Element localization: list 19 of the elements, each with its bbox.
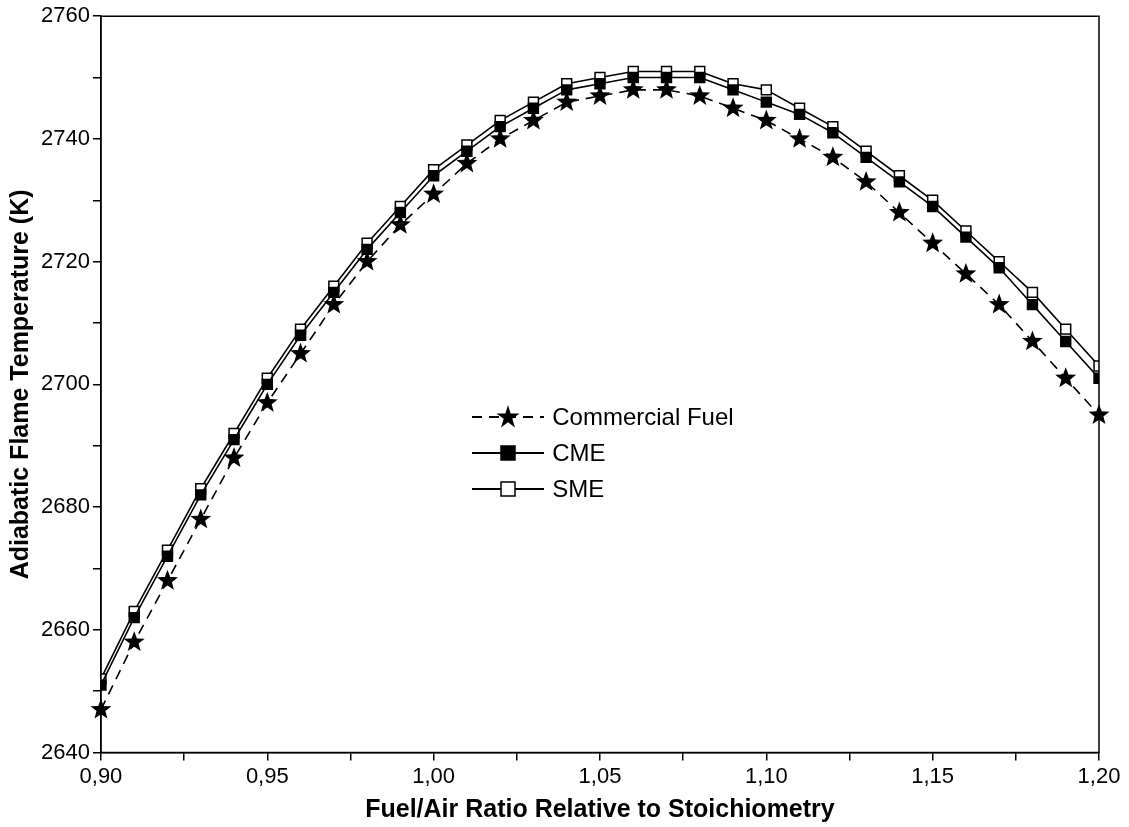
x-tick-label: 1,10 xyxy=(744,762,788,788)
x-tick-label: 1,05 xyxy=(578,762,622,788)
y-tick-label: 2740 xyxy=(40,125,90,150)
legend-label: SME xyxy=(552,475,605,504)
y-tick-label: 2720 xyxy=(40,247,90,273)
y-tick-label: 2660 xyxy=(40,615,90,641)
legend-label: CME xyxy=(552,439,606,468)
y-tick-label: 2760 xyxy=(40,2,90,28)
y-axis-title: Adiabatic Flame Temperature (K) xyxy=(4,189,33,580)
legend-label: Commercial Fuel xyxy=(552,403,734,432)
x-axis-title: Fuel/Air Ratio Relative to Stoichiometry xyxy=(365,793,835,822)
x-tick-label: 1,15 xyxy=(911,762,955,788)
x-tick-label: 1,00 xyxy=(412,762,456,788)
y-tick-label: 2680 xyxy=(40,493,90,519)
x-tick-label: 0,90 xyxy=(79,762,123,788)
x-tick-label: 1,20 xyxy=(1077,762,1121,788)
y-tick-label: 2700 xyxy=(40,370,90,396)
x-tick-label: 0,95 xyxy=(245,762,289,788)
y-tick-label: 2640 xyxy=(40,738,90,764)
